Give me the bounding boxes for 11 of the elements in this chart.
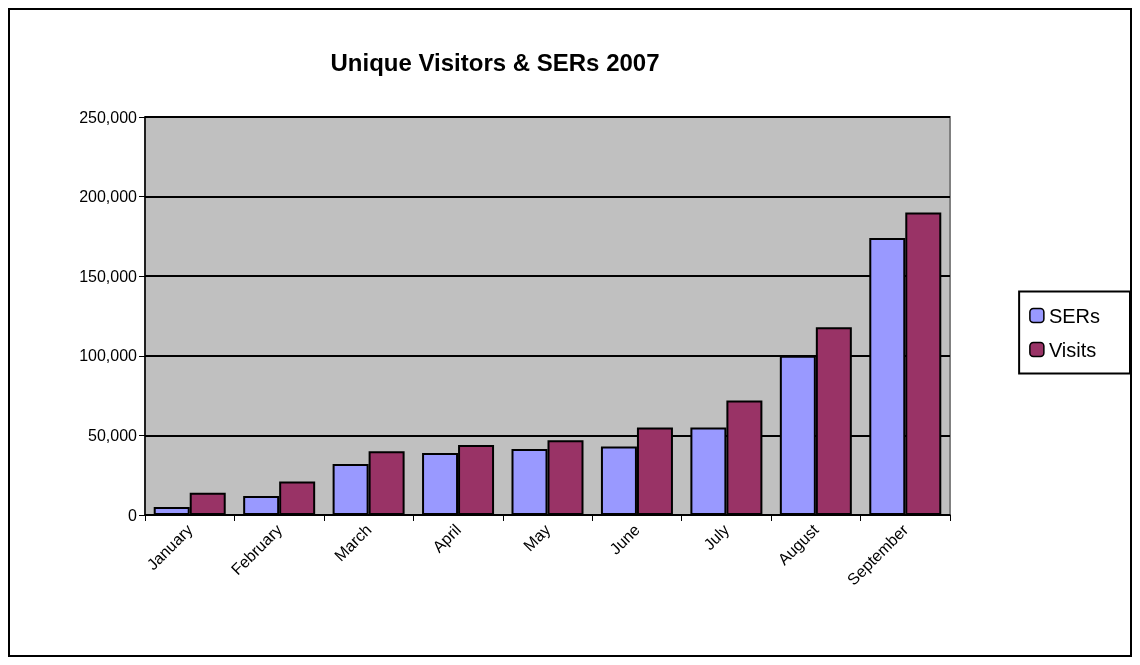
legend-label: SERs	[1048, 304, 1100, 327]
x-tick-label: May	[520, 520, 554, 555]
x-tick-label: July	[700, 520, 733, 554]
y-tick-label: 200,000	[79, 188, 138, 206]
y-tick-label: 0	[128, 506, 138, 524]
y-tick-label: 50,000	[88, 426, 138, 444]
y-tick-label: 150,000	[79, 267, 138, 285]
y-tick-label: 100,000	[79, 347, 138, 365]
y-tick-label: 250,000	[79, 108, 138, 126]
chart-title: Unique Visitors & SERs 2007	[330, 48, 660, 76]
legend-label: Visits	[1048, 338, 1097, 361]
